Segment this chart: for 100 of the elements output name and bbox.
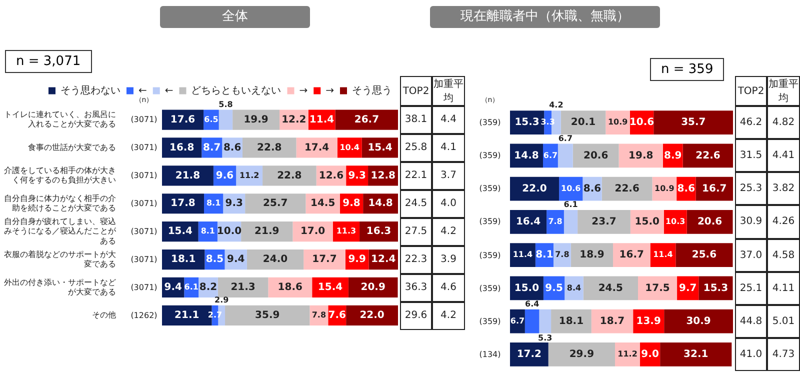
- text: 3.7: [432, 162, 465, 190]
- data-label: 8.6: [583, 183, 602, 194]
- bar: [560, 110, 606, 134]
- data-label: 9.5: [545, 282, 563, 294]
- text: 25.3: [735, 172, 767, 206]
- data-label: 20.6: [584, 150, 608, 162]
- text: 4.1: [432, 134, 465, 162]
- data-label: 23.7: [592, 216, 616, 228]
- data-label: 18.1: [171, 254, 196, 266]
- text: (3071): [130, 142, 158, 154]
- bar: [602, 176, 652, 201]
- data-label: 19.9: [244, 114, 268, 126]
- text: 31.5: [735, 139, 767, 172]
- data-label: 9.6: [216, 170, 234, 182]
- bar: [686, 210, 733, 234]
- text: (3071): [130, 226, 158, 238]
- data-label: 16.7: [619, 250, 644, 261]
- data-label: 13.9: [636, 316, 661, 327]
- data-label: 9.3: [225, 198, 243, 210]
- data-label: 8.4: [566, 283, 582, 292]
- data-label: 14.8: [368, 198, 393, 210]
- y-tick-label: 食事の世話が大変である: [28, 142, 116, 152]
- data-label: 16.4: [516, 216, 541, 228]
- data-label: 7.8: [555, 250, 570, 260]
- data-label: 7.8: [548, 217, 563, 226]
- data-label: 16.3: [366, 226, 392, 238]
- bar: [335, 110, 398, 130]
- data-label: 8.1: [206, 198, 222, 208]
- text: (359): [478, 216, 502, 228]
- bar: [346, 306, 398, 326]
- text: 4.58: [767, 238, 800, 272]
- text: 4.2: [432, 218, 465, 246]
- text: 30.9: [735, 205, 767, 238]
- data-label: 11.2: [239, 170, 260, 180]
- text: 22.1: [400, 162, 432, 190]
- bar: [225, 306, 310, 326]
- data-label: 20.1: [570, 117, 596, 128]
- data-label: 16.7: [702, 183, 727, 194]
- data-label: 5.3: [538, 333, 552, 342]
- text: (3071): [130, 170, 158, 182]
- bar: [553, 243, 571, 267]
- data-label: 32.1: [684, 349, 708, 360]
- data-label: 17.0: [300, 226, 326, 238]
- data-label: 10.0: [216, 226, 242, 238]
- data-label: 10.4: [340, 142, 360, 152]
- bar: [262, 166, 316, 186]
- text: (3071): [130, 282, 158, 294]
- text: 37.0: [735, 238, 767, 272]
- data-label: 10.6: [629, 117, 654, 128]
- data-label: 8.6: [223, 142, 242, 154]
- data-label: 9.9: [348, 254, 366, 266]
- bar: [246, 250, 304, 270]
- data-label: 25.6: [692, 250, 717, 261]
- data-label: 6.5: [204, 115, 219, 124]
- data-label: 11.4: [309, 114, 334, 126]
- data-label: 22.0: [360, 310, 384, 322]
- data-label: 8.9: [664, 150, 682, 162]
- legend-label: そう思う: [352, 86, 392, 97]
- bar: [682, 144, 733, 168]
- data-label: 6.7: [510, 316, 525, 326]
- chart-subtitle: n = 359: [650, 58, 724, 81]
- data-label: 15.0: [514, 282, 540, 294]
- text: 4.41: [767, 139, 800, 172]
- text: 4.4: [432, 106, 465, 134]
- bar: [578, 210, 630, 234]
- data-label: 24.5: [598, 282, 624, 294]
- data-label: 15.4: [368, 142, 392, 154]
- data-label: 15.3: [514, 117, 540, 128]
- text: (359): [478, 316, 502, 328]
- data-label: 14.5: [310, 198, 336, 210]
- data-label: 22.0: [522, 183, 547, 194]
- y-tick-label: 自分自身に体力がなく相手の介助を続けることが大変である: [4, 194, 116, 213]
- bar: [218, 110, 233, 130]
- data-label: 4.2: [549, 100, 564, 110]
- text: 4.6: [432, 274, 465, 302]
- data-label: 8.1: [536, 250, 554, 261]
- data-label: 18.9: [580, 250, 604, 261]
- text: TOP2: [400, 76, 432, 106]
- data-label: 14.8: [514, 150, 539, 162]
- text: TOP2: [735, 76, 767, 106]
- data-label: 10.9: [608, 118, 628, 127]
- y-tick-label: 外出の付き添い・サポートなどが大変である: [4, 278, 116, 297]
- text: 5.01: [767, 304, 800, 338]
- bar: [676, 243, 733, 267]
- data-label: 20.6: [697, 216, 722, 228]
- data-label: 6.1: [564, 200, 578, 210]
- data-label: 22.6: [696, 150, 720, 162]
- bar: [613, 243, 650, 267]
- data-label: 35.9: [255, 310, 280, 322]
- data-label: 8.6: [677, 183, 696, 194]
- data-label: 8.1: [200, 226, 216, 236]
- data-label: 8.5: [206, 254, 224, 266]
- data-label: 17.6: [170, 114, 196, 126]
- data-label: 17.4: [304, 142, 330, 154]
- data-label: 35.7: [681, 117, 706, 128]
- data-label: 17.2: [516, 349, 542, 360]
- data-label: 21.1: [174, 310, 200, 322]
- text: 4.82: [767, 106, 800, 140]
- data-label: 12.6: [318, 170, 344, 182]
- data-label: 6.1: [184, 282, 199, 292]
